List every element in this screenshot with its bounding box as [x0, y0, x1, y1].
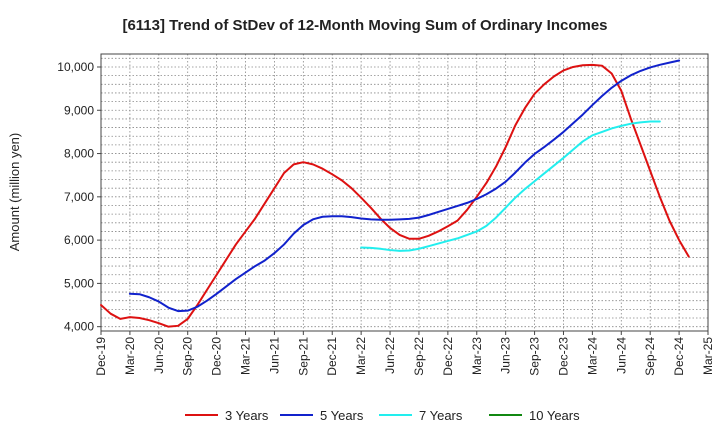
y-tick-label: 8,000 — [64, 147, 94, 161]
x-tick-label: Sep-24 — [643, 337, 657, 376]
y-tick-label: 9,000 — [64, 103, 94, 117]
x-tick-label: Sep-23 — [528, 337, 542, 376]
series-layer — [100, 59, 690, 328]
plot-frame — [100, 53, 709, 332]
x-tick-label: Dec-20 — [210, 337, 224, 376]
x-tick-label: Mar-22 — [354, 337, 368, 375]
x-tick-label: Jun-22 — [383, 337, 397, 374]
legend-label-7-years: 7 Years — [419, 408, 463, 423]
y-tick-label: 7,000 — [64, 190, 94, 204]
x-tick-label: Mar-25 — [701, 337, 715, 375]
x-tick-label: Dec-24 — [672, 337, 686, 376]
x-tick-label: Dec-23 — [556, 337, 570, 376]
x-tick-label: Mar-23 — [470, 337, 484, 375]
x-tick-label: Sep-20 — [181, 337, 195, 376]
legend-label-5-years: 5 Years — [320, 408, 364, 423]
series-line-7-years — [360, 120, 661, 252]
x-tick-label: Dec-19 — [94, 337, 108, 376]
x-tick-label: Sep-22 — [412, 337, 426, 376]
x-tick-label: Jun-24 — [614, 337, 628, 374]
y-tick-label: 5,000 — [64, 276, 94, 290]
x-tick-label: Mar-21 — [239, 337, 253, 375]
y-axis-title: Amount (million yen) — [7, 133, 22, 252]
x-tick-label: Jun-21 — [267, 337, 281, 374]
series-line-5-years — [128, 59, 681, 313]
legend-label-10-years: 10 Years — [529, 408, 580, 423]
x-tick-label: Dec-22 — [441, 337, 455, 376]
x-tick-label: Mar-24 — [585, 337, 599, 375]
x-tick-label: Sep-21 — [296, 337, 310, 376]
x-tick-label: Jun-23 — [499, 337, 513, 374]
series-line-3-years — [100, 63, 690, 328]
y-tick-label: 4,000 — [64, 320, 94, 334]
axes: 4,000 5,000 6,000 7,000 8,000 9,000 10,000 Dec-… — [57, 53, 715, 376]
x-tick-label: Mar-20 — [123, 337, 137, 375]
grid — [100, 54, 709, 331]
x-tick-label: Dec-21 — [325, 337, 339, 376]
legend-label-3-years: 3 Years — [225, 408, 269, 423]
chart-title: [6113] Trend of StDev of 12-Month Moving… — [122, 17, 607, 34]
legend: 3 Years 5 Years 7 Years 10 Years — [185, 408, 580, 423]
y-tick-label: 6,000 — [64, 233, 94, 247]
y-tick-label: 10,000 — [57, 60, 94, 74]
x-tick-label: Jun-20 — [152, 337, 166, 374]
